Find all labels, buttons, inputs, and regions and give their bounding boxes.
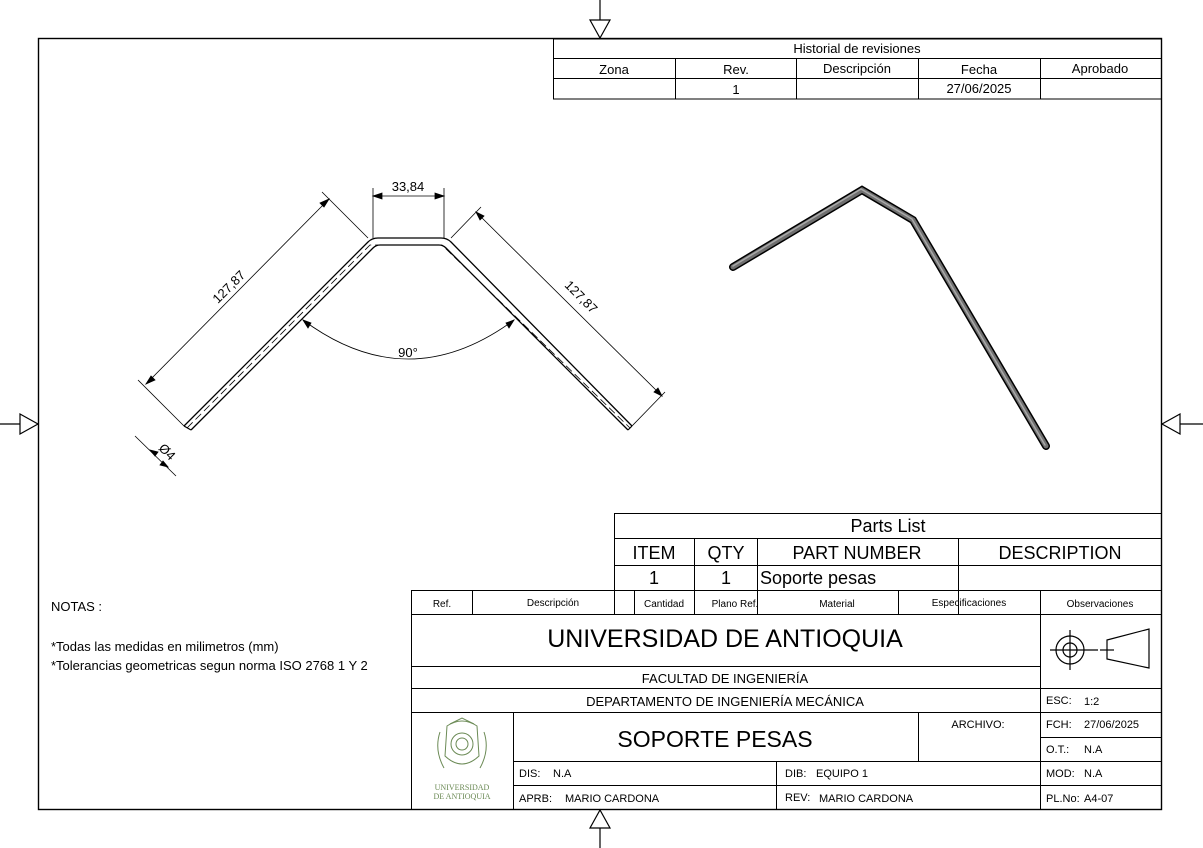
rev-row-fecha: 27/06/2025 [946,81,1011,96]
tb-col-plano-ref: Plano Ref. [712,599,759,610]
rev-header-rev: Rev. [723,62,749,77]
dis-label: DIS: [519,768,540,780]
projection-symbol-icon [1050,628,1150,670]
university-logo [437,717,487,769]
aprb-label: APRB: [519,793,552,805]
notes-heading: NOTAS : [51,599,102,614]
parts-header-part-number: PART NUMBER [792,543,921,563]
fch-label: FCH: [1046,719,1072,731]
front-view [183,237,633,431]
archivo-label: ARCHIVO: [951,719,1004,731]
parts-header-description: DESCRIPTION [998,543,1121,563]
tb-col-ref: Ref. [433,599,451,610]
department-name: DEPARTAMENTO DE INGENIERÍA MECÁNICA [586,694,864,709]
dim-top-width: 33,84 [392,179,425,194]
tb-col-especificaciones: Especificaciones [932,598,1006,609]
rev-row-rev: 1 [732,82,739,97]
logo-text-2: DE ANTIOQUIA [433,792,490,801]
parts-header-qty: QTY [707,543,744,563]
plno-label: PL.No: [1046,793,1080,805]
university-name: UNIVERSIDAD DE ANTIOQUIA [547,625,903,653]
esc-label: ESC: [1046,695,1072,707]
mod-label: MOD: [1046,768,1075,780]
ot-label: O.T.: [1046,744,1069,756]
dim-angle: 90° [398,345,418,360]
ot-value: N.A [1084,744,1103,756]
parts-list-title: Parts List [850,516,925,536]
esc-value: 1:2 [1084,696,1099,708]
plno-value: A4-07 [1084,793,1113,805]
notes-line-2: *Tolerancias geometricas segun norma ISO… [51,658,368,673]
rev-value: MARIO CARDONA [819,793,914,805]
revision-title: Historial de revisiones [793,41,921,56]
parts-row-part-number: Soporte pesas [760,568,876,588]
tb-col-material: Material [819,599,855,610]
tb-col-descripcion: Descripción [527,598,579,609]
fch-value: 27/06/2025 [1084,719,1139,731]
parts-list-table [614,513,1162,591]
faculty-name: FACULTAD DE INGENIERÍA [642,671,809,686]
title-block [411,590,1162,810]
rev-header-zona: Zona [599,62,629,77]
logo-text-1: UNIVERSIDAD [435,783,490,792]
rev-header-descripcion: Descripción [823,61,891,76]
tb-col-cantidad: Cantidad [644,599,684,610]
parts-row-item: 1 [649,568,659,588]
dis-value: N.A [553,768,572,780]
drawing-title: SOPORTE PESAS [617,726,812,752]
dib-value: EQUIPO 1 [816,768,868,780]
isometric-view [729,185,1050,450]
aprb-value: MARIO CARDONA [565,793,660,805]
dimension-lines [134,188,666,477]
parts-row-qty: 1 [721,568,731,588]
tb-col-observaciones: Observaciones [1067,599,1134,610]
rev-label: REV: [785,792,810,804]
rev-header-fecha: Fecha [961,62,998,77]
mod-value: N.A [1084,768,1103,780]
notes-line-1: *Todas las medidas en milimetros (mm) [51,639,279,654]
rev-header-aprobado: Aprobado [1072,61,1128,76]
revision-table [553,38,1162,100]
dim-right-length: 127,87 [562,277,601,316]
parts-header-item: ITEM [633,543,676,563]
dib-label: DIB: [785,768,806,780]
